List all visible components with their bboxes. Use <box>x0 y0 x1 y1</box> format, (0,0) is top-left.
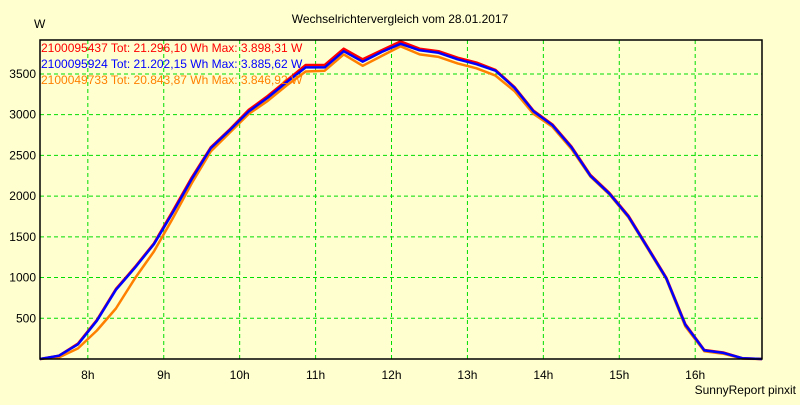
x-tick-label: 12h <box>381 368 401 382</box>
y-tick-label: 1500 <box>9 230 36 244</box>
legend-entry-1: 2100095437 Tot: 21.296,10 Wh Max: 3.898,… <box>41 41 303 55</box>
x-tick-label: 10h <box>230 368 250 382</box>
y-tick-label: 2000 <box>9 189 36 203</box>
legend-entry-3: 2100049733 Tot: 20.843,87 Wh Max: 3.846,… <box>41 73 303 87</box>
x-tick-label: 15h <box>609 368 629 382</box>
x-tick-label: 9h <box>157 368 170 382</box>
x-tick-label: 8h <box>81 368 94 382</box>
footer-credit: SunnyReport pinxit <box>695 383 797 397</box>
plot-frame <box>39 39 763 360</box>
tick-labels: 8h 9h 10h 11h 12h 13h 14h 15h 16h 500 1000 1500 2000… <box>9 67 705 382</box>
x-tick-label: 11h <box>306 368 325 382</box>
y-tick-label: 1000 <box>9 271 36 285</box>
legend: 2100095437 Tot: 21.296,10 Wh Max: 3.898,… <box>41 41 303 87</box>
legend-entry-2: 2100095924 Tot: 21.202,15 Wh Max: 3.885,… <box>41 57 303 71</box>
series-line-2 <box>39 42 763 361</box>
x-tick-label: 14h <box>533 368 553 382</box>
y-tick-label: 2500 <box>9 148 36 162</box>
x-tick-label: 13h <box>457 368 477 382</box>
grid <box>40 40 762 359</box>
x-tick-label: 16h <box>685 368 705 382</box>
series-lines <box>39 40 763 361</box>
y-tick-label: 500 <box>16 311 36 325</box>
y-tick-label: 3000 <box>9 108 36 122</box>
chart-title: Wechselrichtervergleich vom 28.01.2017 <box>292 12 509 26</box>
y-axis-label: W <box>34 17 46 31</box>
y-tick-label: 3500 <box>9 67 36 81</box>
